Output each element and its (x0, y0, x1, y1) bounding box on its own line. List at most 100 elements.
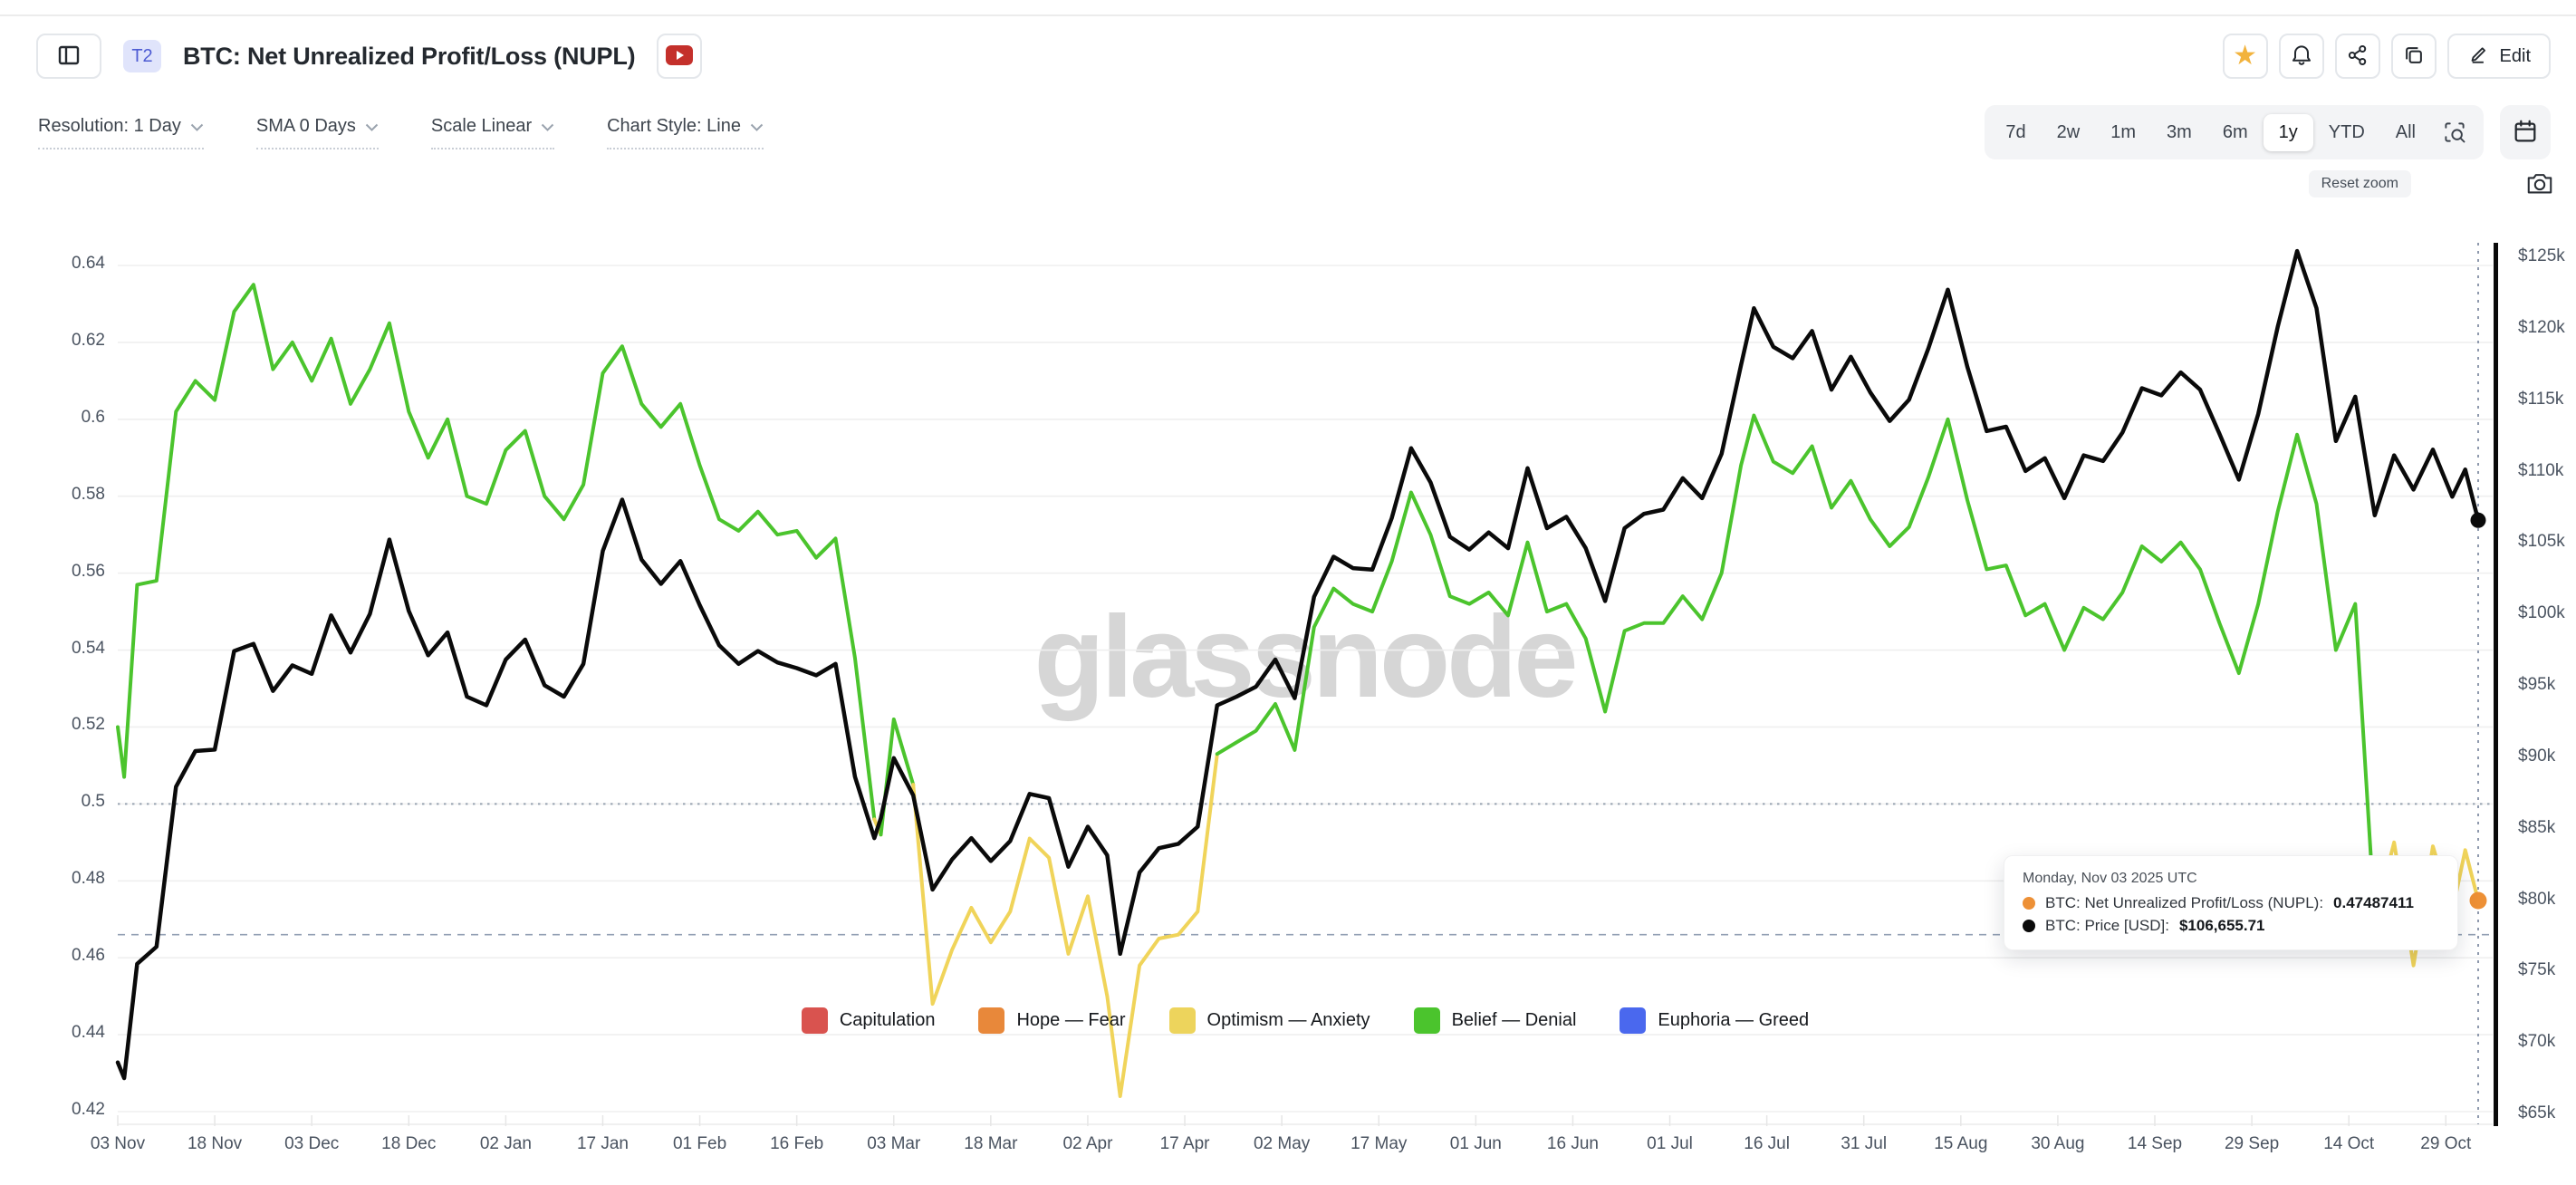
control-label: SMA 0 Days (255, 116, 356, 136)
legend-item[interactable]: Hope — Fear (978, 1007, 1126, 1034)
tooltip-row: BTC: Net Unrealized Profit/Loss (NUPL): … (2023, 894, 2439, 912)
bell-icon (2289, 43, 2314, 71)
left-axis-tick: 0.64 (72, 254, 105, 273)
control-dropdown-1[interactable]: Resolution: 1 Day (38, 116, 204, 149)
tooltip-series-value: 0.47487411 (2333, 894, 2414, 911)
left-axis-tick: 0.62 (72, 330, 105, 350)
controls-row: Resolution: 1 Day SMA 0 Days Scale Linear C… (38, 105, 2551, 159)
tooltip-rows: BTC: Net Unrealized Profit/Loss (NUPL): … (2023, 894, 2439, 935)
calendar-icon (2512, 118, 2539, 148)
chevron-down-icon (365, 116, 379, 137)
calendar-button[interactable] (2500, 105, 2551, 159)
left-axis-tick: 0.5 (81, 792, 105, 812)
left-axis-tick: 0.52 (72, 715, 105, 735)
legend-label: Belief — Denial (1451, 1010, 1577, 1030)
left-axis-tick: 0.58 (72, 484, 105, 504)
tooltip-row: BTC: Price [USD]: $106,655.71 (2023, 917, 2439, 935)
copy-button[interactable] (2390, 34, 2437, 79)
legend-swatch (1620, 1007, 1647, 1034)
chevron-down-icon (190, 116, 204, 137)
video-tutorial-button[interactable] (657, 34, 703, 79)
control-dropdown-3[interactable]: Scale Linear (430, 116, 555, 149)
x-axis-tick: 15 Aug (1934, 1134, 1988, 1153)
nupl-line (879, 718, 916, 837)
tooltip-series-label: BTC: Net Unrealized Profit/Loss (NUPL): (2045, 894, 2324, 911)
zoom-area-button[interactable] (2431, 114, 2478, 150)
series-marker-dot (2023, 920, 2035, 932)
right-axis-tick: $100k (2518, 603, 2565, 623)
nupl-line (2372, 840, 2480, 968)
series-marker-dot (2023, 897, 2035, 910)
right-axis-tick: $75k (2518, 960, 2556, 980)
x-axis-tick: 01 Feb (672, 1134, 727, 1153)
share-button[interactable] (2334, 34, 2380, 79)
nupl-current-dot (2469, 891, 2487, 910)
legend-label: Hope — Fear (1016, 1010, 1126, 1030)
tooltip-series-value: $106,655.71 (2178, 917, 2265, 934)
nupl-line (911, 752, 1219, 1098)
youtube-icon (665, 44, 694, 69)
legend-label: Capitulation (839, 1010, 936, 1030)
reset-zoom-button[interactable]: Reset zoom (2308, 170, 2411, 198)
legend-item[interactable]: Capitulation (801, 1007, 936, 1034)
range-option-2w[interactable]: 2w (2056, 121, 2081, 142)
screenshot-button[interactable] (2525, 170, 2554, 200)
alert-button[interactable] (2278, 34, 2324, 79)
range-option-1y[interactable]: 1y (2263, 113, 2313, 151)
legend-swatch (1168, 1007, 1196, 1034)
range-option-3m[interactable]: 3m (2167, 121, 2192, 142)
range-selector: 7d 2w 1m 3m 6m 1y YTD All (1985, 105, 2484, 159)
sidebar-toggle-icon (55, 42, 82, 72)
right-axis-tick: $65k (2518, 1103, 2556, 1122)
camera-icon (2525, 174, 2554, 200)
right-axis-tick: $125k (2518, 246, 2565, 265)
range-option-7d[interactable]: 7d (2005, 121, 2026, 142)
legend-item[interactable]: Belief — Denial (1413, 1007, 1577, 1034)
edit-button[interactable]: Edit (2446, 34, 2551, 79)
x-axis-tick: 03 Dec (284, 1134, 340, 1153)
header-left: T2 BTC: Net Unrealized Profit/Loss (NUPL… (36, 34, 703, 79)
right-axis-tick: $120k (2518, 317, 2565, 337)
x-axis-tick: 01 Jul (1647, 1134, 1693, 1153)
chevron-down-icon (750, 116, 764, 137)
range-option-6m[interactable]: 6m (2222, 121, 2248, 142)
range-option-ytd[interactable]: YTD (2328, 121, 2365, 142)
x-axis-tick: 18 Nov (187, 1134, 243, 1153)
legend-item[interactable]: Optimism — Anxiety (1168, 1007, 1370, 1034)
range-area: 7d 2w 1m 3m 6m 1y YTD All (1985, 105, 2551, 159)
control-dropdown-4[interactable]: Chart Style: Line (607, 116, 764, 149)
legend-swatch (978, 1007, 1005, 1034)
left-axis-tick: 0.46 (72, 946, 105, 966)
glassnode-watermark: glassnode (1033, 592, 1578, 722)
zoom-area-icon (2445, 122, 2465, 143)
nupl-line (1215, 413, 2377, 921)
legend-item[interactable]: Euphoria — Greed (1620, 1007, 1809, 1034)
legend-label: Optimism — Anxiety (1206, 1010, 1370, 1030)
left-axis-tick: 0.56 (72, 561, 105, 581)
control-label: Scale Linear (430, 116, 533, 136)
range-option-1m[interactable]: 1m (2110, 121, 2137, 142)
control-dropdown-2[interactable]: SMA 0 Days (255, 116, 379, 149)
x-axis-tick: 17 May (1350, 1134, 1408, 1153)
left-axis-tick: 0.54 (72, 638, 105, 658)
sidebar-toggle-button[interactable] (36, 34, 101, 79)
left-axis-tick: 0.48 (72, 869, 105, 889)
x-axis-tick: 16 Jul (1744, 1134, 1790, 1153)
favorite-button[interactable]: ★ (2222, 34, 2268, 79)
tier-badge: T2 (123, 40, 161, 72)
left-axis-tick: 0.44 (72, 1023, 105, 1043)
tooltip-date: Monday, Nov 03 2025 UTC (2023, 871, 2197, 886)
control-label: Chart Style: Line (607, 116, 741, 136)
x-axis-tick: 31 Jul (1841, 1134, 1888, 1153)
x-axis-tick: 16 Feb (770, 1134, 824, 1153)
legend-label: Euphoria — Greed (1658, 1010, 1810, 1030)
top-divider (0, 14, 2576, 16)
pencil-icon (2467, 42, 2491, 71)
page-title: BTC: Net Unrealized Profit/Loss (NUPL) (183, 42, 636, 70)
legend-swatch (1413, 1007, 1440, 1034)
edit-button-label: Edit (2499, 45, 2531, 66)
left-axis-tick: 0.42 (72, 1100, 105, 1119)
range-option-all[interactable]: All (2395, 121, 2416, 142)
x-axis-tick: 29 Sep (2224, 1134, 2280, 1153)
